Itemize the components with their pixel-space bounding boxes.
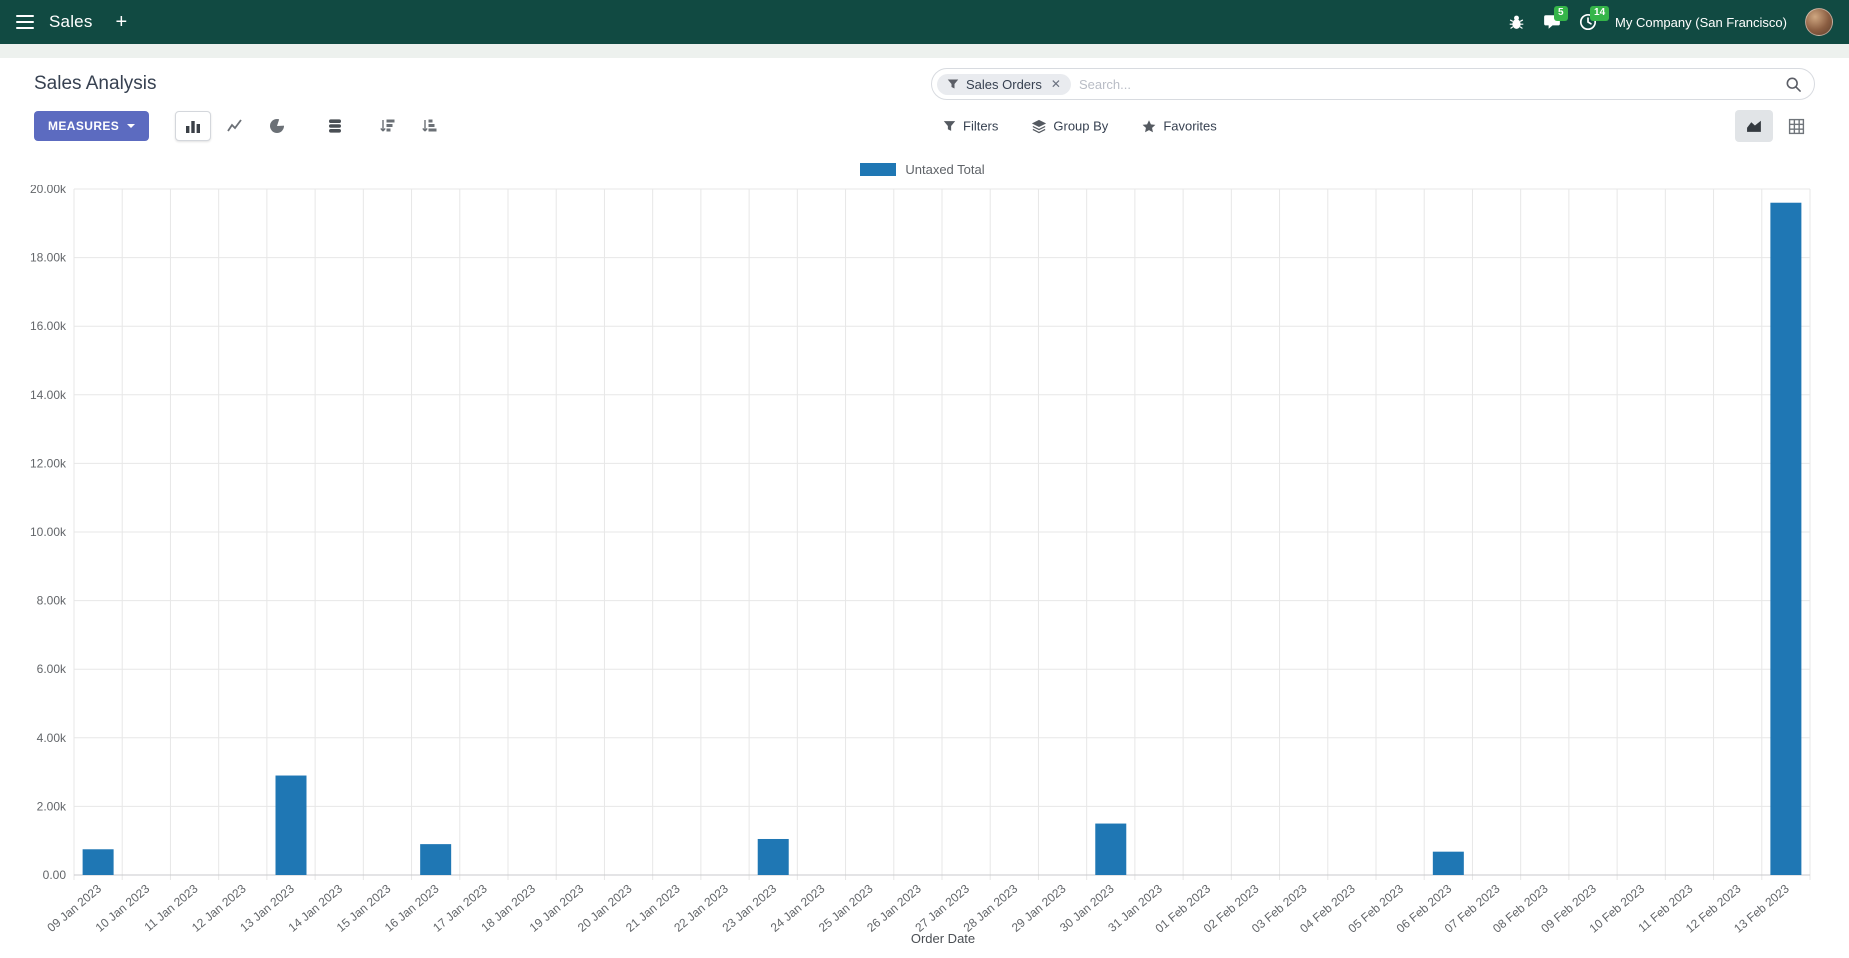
bar-chart-icon: [186, 121, 201, 133]
messages-icon[interactable]: 5: [1543, 6, 1568, 31]
graph-view-button[interactable]: [1735, 110, 1773, 142]
svg-text:16.00k: 16.00k: [30, 319, 67, 333]
svg-text:0.00: 0.00: [43, 868, 67, 882]
bug-icon[interactable]: [1508, 14, 1525, 31]
chevron-down-icon: [127, 124, 136, 128]
measures-button[interactable]: Measures: [34, 111, 150, 141]
line-chart-icon: [227, 119, 242, 132]
messages-badge: 5: [1554, 6, 1568, 21]
group-by-label: Group By: [1053, 118, 1109, 134]
svg-text:20.00k: 20.00k: [30, 185, 67, 196]
favorites-button[interactable]: Favorites: [1142, 118, 1217, 134]
chart-area: Untaxed Total 0.00 2.00k 4.00k 6.00k 8.00k 10…: [0, 150, 1849, 946]
company-switcher[interactable]: My Company (San Francisco): [1615, 14, 1787, 30]
chart-type-toolbar: [175, 111, 447, 141]
content-gap: [0, 44, 1849, 58]
search-facet-label: Sales Orders: [966, 76, 1042, 92]
avatar[interactable]: [1805, 8, 1833, 36]
favorites-star-icon: [1142, 119, 1156, 132]
top-bar: Sales + 5 14 My Company (San Francisco): [0, 0, 1849, 44]
page-title: Sales Analysis: [34, 73, 157, 94]
activities-badge: 14: [1590, 6, 1610, 21]
svg-text:10.00k: 10.00k: [30, 525, 67, 539]
activities-clock-icon[interactable]: 14: [1579, 6, 1610, 31]
group-by-layers-icon: [1032, 119, 1047, 133]
sort-descending-button[interactable]: [369, 111, 405, 141]
measures-label: Measures: [48, 119, 120, 133]
svg-text:8.00k: 8.00k: [37, 594, 67, 608]
sales-bar-chart[interactable]: 0.00 2.00k 4.00k 6.00k 8.00k 10.00k 12.00k 14.0…: [22, 185, 1812, 933]
svg-text:2.00k: 2.00k: [37, 799, 67, 813]
facet-remove-icon[interactable]: ✕: [1050, 77, 1061, 91]
svg-text:4.00k: 4.00k: [37, 731, 67, 745]
svg-text:12.00k: 12.00k: [30, 456, 67, 470]
favorites-label: Favorites: [1163, 118, 1217, 134]
svg-text:6.00k: 6.00k: [37, 662, 67, 676]
menu-icon[interactable]: [16, 15, 34, 29]
x-axis-title: Order Date: [910, 931, 976, 946]
legend-label: Untaxed Total: [905, 162, 985, 177]
bar-chart-button[interactable]: [175, 111, 212, 141]
filters-funnel-icon: [943, 121, 956, 131]
pivot-view-button[interactable]: [1777, 110, 1815, 142]
pivot-view-icon: [1788, 118, 1804, 134]
filters-button[interactable]: Filters: [943, 119, 998, 134]
control-panel-top-row: Sales Analysis Sales Orders ✕: [34, 68, 1815, 100]
legend-color-swatch: [860, 163, 897, 176]
svg-text:18.00k: 18.00k: [30, 251, 67, 265]
graph-view-icon: [1746, 120, 1761, 132]
search-icon[interactable]: [1785, 76, 1802, 93]
stacked-toggle-button[interactable]: [317, 111, 353, 141]
top-bar-left: Sales +: [16, 12, 127, 32]
line-chart-button[interactable]: [217, 111, 253, 141]
chart-legend[interactable]: Untaxed Total: [22, 162, 1823, 177]
search-options-toolbar: Filters Group By Favorites: [943, 119, 1217, 134]
pie-chart-icon: [270, 118, 286, 133]
search-facet: Sales Orders ✕: [937, 73, 1071, 95]
control-panel: Sales Analysis Sales Orders ✕ Measures: [0, 58, 1849, 150]
app-title[interactable]: Sales: [49, 12, 93, 31]
control-panel-bottom-row: Measures: [34, 110, 1815, 142]
group-by-button[interactable]: Group By: [1032, 119, 1108, 134]
stacked-database-icon: [329, 119, 342, 133]
facet-filter-icon: [947, 79, 959, 89]
pie-chart-button[interactable]: [259, 111, 295, 141]
filters-label: Filters: [963, 118, 999, 134]
search-bar: Sales Orders ✕: [931, 68, 1815, 100]
svg-text:14.00k: 14.00k: [30, 388, 67, 402]
search-input[interactable]: [1078, 76, 1777, 92]
sort-ascending-button[interactable]: [411, 111, 447, 141]
view-switcher: [1735, 110, 1815, 142]
sort-descending-icon: [380, 119, 395, 132]
top-bar-right: 5 14 My Company (San Francisco): [1508, 6, 1833, 36]
sort-ascending-icon: [422, 119, 437, 132]
plus-icon[interactable]: +: [115, 11, 128, 33]
